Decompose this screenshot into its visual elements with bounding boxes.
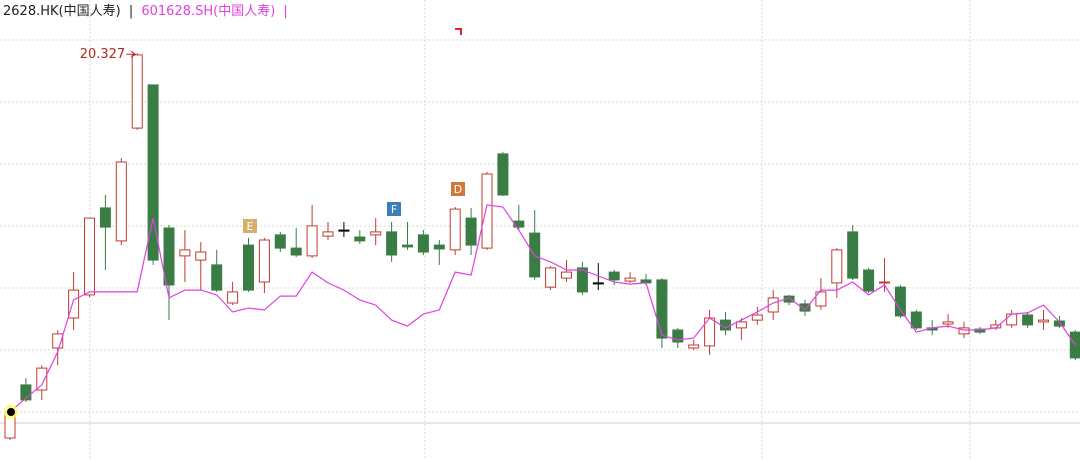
candle-body — [211, 264, 223, 291]
candle-body — [688, 344, 700, 349]
legend: 2628.HK(中国人寿) | 601628.SH(中国人寿) | — [3, 4, 288, 19]
candle-body — [179, 249, 191, 257]
candle-body — [751, 314, 763, 321]
candle-body — [417, 234, 429, 253]
candle-body — [576, 267, 588, 293]
candle-body — [449, 208, 461, 251]
candle-body — [20, 384, 32, 401]
candle-body — [290, 247, 302, 256]
start-dot — [7, 408, 15, 416]
candle-body — [84, 217, 95, 296]
candle-body — [36, 367, 48, 391]
candle-body — [863, 269, 875, 292]
candle-body — [608, 271, 620, 281]
candle-body — [1022, 314, 1034, 326]
candle-body — [1006, 313, 1018, 326]
candle-body — [274, 234, 286, 249]
candle-body — [656, 279, 668, 339]
candle-body — [243, 244, 254, 291]
candle-body — [68, 289, 80, 319]
candle-body — [831, 249, 843, 284]
candle-body — [52, 333, 64, 349]
candle-body — [227, 291, 239, 304]
candle-body — [370, 231, 382, 236]
candle-body — [163, 227, 175, 286]
candle-body — [1038, 319, 1049, 323]
candle-body — [624, 277, 636, 282]
annotation-badge — [387, 202, 401, 216]
candle-body — [497, 153, 509, 196]
candle-body — [847, 231, 859, 279]
legend-entry: 601628.SH(中国人寿) — [141, 4, 275, 19]
candle-body — [735, 321, 747, 329]
candle-body — [306, 225, 318, 257]
legend-separator: | — [283, 4, 287, 19]
comparison-line — [9, 204, 1076, 413]
candle-body — [386, 231, 398, 256]
candle-body — [879, 281, 890, 284]
candle-body — [672, 329, 684, 343]
candle-body — [433, 244, 445, 250]
max-arrow — [126, 50, 137, 58]
candle-body — [958, 327, 970, 335]
candle-body — [767, 297, 779, 313]
candle-body — [258, 239, 270, 283]
annotation-label: D — [454, 183, 462, 196]
candle-body — [322, 231, 334, 237]
candle-body — [545, 267, 557, 288]
candle-body — [402, 244, 413, 248]
annotation-label: F — [391, 203, 397, 216]
candle-body — [99, 207, 111, 228]
candle-body — [481, 173, 493, 249]
candle-body — [815, 291, 827, 307]
candle-body — [894, 286, 906, 317]
candle-body — [561, 271, 572, 279]
candle-body — [942, 321, 954, 325]
legend-entry: 2628.HK(中国人寿) — [3, 4, 121, 19]
annotation-badge — [451, 182, 465, 196]
candle-body — [338, 229, 350, 232]
candle-body — [354, 236, 366, 242]
max-label: 20.327 — [80, 47, 126, 62]
candle-body — [910, 311, 922, 329]
candle-body — [195, 251, 207, 261]
candle-body — [1053, 320, 1065, 327]
cursor-mark — [455, 28, 462, 35]
annotation-badge — [243, 219, 257, 233]
candle-body — [131, 54, 143, 129]
legend-separator: | — [129, 4, 133, 19]
candle-body — [147, 84, 159, 261]
candle-body — [592, 282, 604, 285]
candle-body — [513, 220, 525, 228]
candle-body — [115, 161, 127, 242]
candle-body — [465, 217, 477, 246]
candle-body — [799, 303, 811, 312]
annotation-label: E — [247, 220, 254, 233]
